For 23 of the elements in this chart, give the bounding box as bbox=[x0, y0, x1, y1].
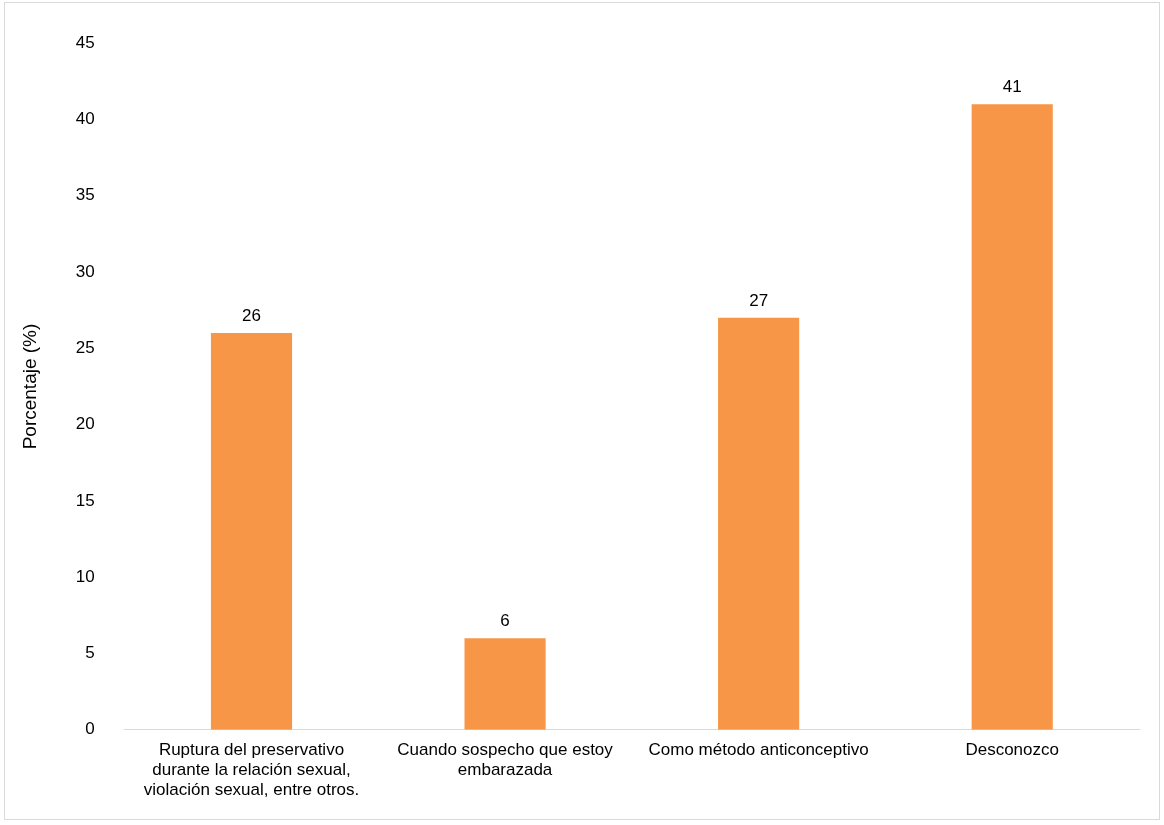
x-tick-label: Ruptura del preservativo durante la relación sexual, violación sexual, entre otros. bbox=[143, 739, 360, 800]
y-tick-label: 30 bbox=[75, 261, 95, 281]
y-tick-label: 5 bbox=[85, 643, 95, 663]
y-axis-title: Porcentaje (%) bbox=[18, 323, 40, 450]
data-label: 6 bbox=[500, 611, 510, 631]
y-tick-label: 10 bbox=[75, 566, 95, 586]
bar bbox=[971, 104, 1053, 730]
y-tick-label: 40 bbox=[75, 109, 95, 129]
bar bbox=[718, 317, 800, 730]
y-tick-label: 15 bbox=[75, 490, 95, 510]
x-tick-label: Cuando sospecho que estoy embarazada bbox=[397, 739, 614, 780]
bar bbox=[210, 333, 293, 730]
y-tick-label: 35 bbox=[75, 185, 95, 205]
y-tick-label: 0 bbox=[85, 719, 95, 739]
y-tick-label: 45 bbox=[75, 32, 95, 52]
y-tick-label: 25 bbox=[75, 338, 95, 358]
data-label: 41 bbox=[1002, 77, 1022, 97]
data-label: 26 bbox=[242, 306, 261, 326]
y-tick-label: 20 bbox=[75, 414, 95, 434]
bar bbox=[464, 638, 546, 730]
data-label: 27 bbox=[749, 291, 769, 311]
x-tick-label: Como método anticonceptivo bbox=[648, 739, 869, 759]
x-tick-label: Desconozco bbox=[965, 739, 1059, 759]
